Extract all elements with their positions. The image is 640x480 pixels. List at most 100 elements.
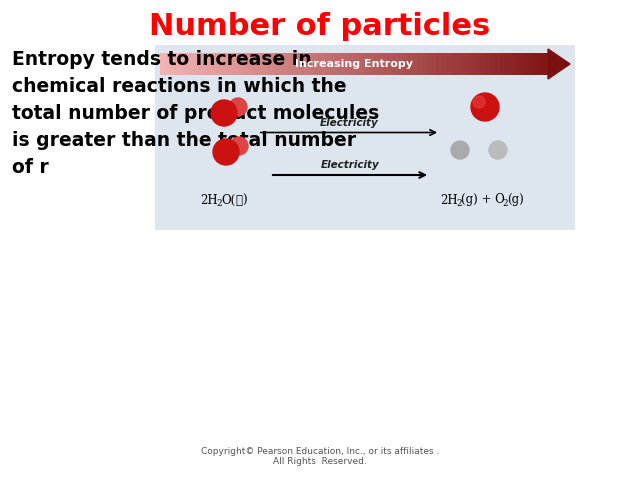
Bar <box>276 53 282 75</box>
Bar <box>446 53 451 75</box>
Bar <box>184 53 189 75</box>
Bar <box>451 53 456 75</box>
Circle shape <box>473 96 485 108</box>
Bar <box>427 53 432 75</box>
Bar <box>160 53 165 75</box>
Bar <box>369 53 374 75</box>
Circle shape <box>451 141 469 159</box>
Bar <box>286 53 291 75</box>
Text: (g) + O: (g) + O <box>461 193 505 206</box>
Bar <box>291 53 296 75</box>
Bar <box>223 53 228 75</box>
Bar <box>310 53 316 75</box>
Bar <box>237 53 243 75</box>
Circle shape <box>230 137 248 155</box>
Bar <box>364 53 369 75</box>
Bar <box>456 53 461 75</box>
Text: 2H: 2H <box>200 193 218 206</box>
Bar <box>271 53 277 75</box>
Bar <box>490 53 495 75</box>
Circle shape <box>229 98 247 116</box>
Circle shape <box>211 100 237 126</box>
Bar <box>461 53 466 75</box>
Bar <box>194 53 199 75</box>
Bar <box>233 53 238 75</box>
Bar <box>257 53 262 75</box>
Bar <box>175 53 180 75</box>
Bar <box>330 53 335 75</box>
Text: O(: O( <box>221 193 236 206</box>
Text: Electricity: Electricity <box>319 118 378 128</box>
Bar <box>320 53 325 75</box>
Bar <box>476 53 481 75</box>
Bar <box>442 53 447 75</box>
Bar <box>252 53 257 75</box>
Bar <box>504 53 509 75</box>
Bar <box>470 53 476 75</box>
Bar <box>403 53 408 75</box>
Bar <box>495 53 500 75</box>
Text: is greater than the total number: is greater than the total number <box>12 131 356 150</box>
Bar <box>431 53 437 75</box>
Bar <box>397 53 403 75</box>
FancyBboxPatch shape <box>155 45 575 230</box>
Circle shape <box>489 141 507 159</box>
Bar <box>534 53 539 75</box>
Bar <box>436 53 442 75</box>
Text: ℓ: ℓ <box>235 193 242 206</box>
Text: chemical reactions in which the: chemical reactions in which the <box>12 77 347 96</box>
Bar <box>349 53 355 75</box>
Circle shape <box>471 93 499 121</box>
Bar <box>519 53 524 75</box>
Bar <box>524 53 529 75</box>
Bar <box>209 53 214 75</box>
Bar <box>262 53 268 75</box>
Bar <box>247 53 253 75</box>
Bar <box>189 53 195 75</box>
Bar <box>165 53 170 75</box>
Bar <box>373 53 379 75</box>
Bar <box>485 53 490 75</box>
Bar <box>465 53 471 75</box>
Bar <box>378 53 383 75</box>
Bar <box>543 53 548 75</box>
Text: total number of product molecules: total number of product molecules <box>12 104 380 123</box>
Text: Electricity: Electricity <box>321 160 380 170</box>
Bar <box>538 53 543 75</box>
Bar <box>267 53 272 75</box>
Bar <box>480 53 486 75</box>
Bar <box>296 53 301 75</box>
Text: Increasing Entropy: Increasing Entropy <box>295 59 413 69</box>
Bar <box>344 53 349 75</box>
Text: 2: 2 <box>216 200 221 208</box>
Bar <box>213 53 219 75</box>
Bar <box>170 53 175 75</box>
Text: (g): (g) <box>507 193 524 206</box>
Bar <box>354 53 359 75</box>
Bar <box>315 53 321 75</box>
Bar <box>218 53 223 75</box>
Text: 2H: 2H <box>440 193 458 206</box>
Bar <box>412 53 417 75</box>
Bar <box>281 53 287 75</box>
Bar <box>228 53 233 75</box>
Bar <box>514 53 520 75</box>
Bar <box>199 53 204 75</box>
Bar <box>339 53 345 75</box>
Polygon shape <box>548 49 570 79</box>
Bar <box>422 53 428 75</box>
Bar <box>243 53 248 75</box>
Text: ): ) <box>242 193 246 206</box>
Bar <box>407 53 413 75</box>
Bar <box>325 53 330 75</box>
Text: Entropy tends to increase in: Entropy tends to increase in <box>12 50 312 69</box>
Bar <box>179 53 185 75</box>
Bar <box>359 53 364 75</box>
Bar <box>204 53 209 75</box>
Text: 2: 2 <box>456 200 461 208</box>
Circle shape <box>213 139 239 165</box>
Bar <box>417 53 422 75</box>
Bar <box>388 53 394 75</box>
Text: Copyright© Pearson Education, Inc., or its affiliates .
All Rights  Reserved.: Copyright© Pearson Education, Inc., or i… <box>201 446 439 466</box>
Text: of r: of r <box>12 158 49 177</box>
